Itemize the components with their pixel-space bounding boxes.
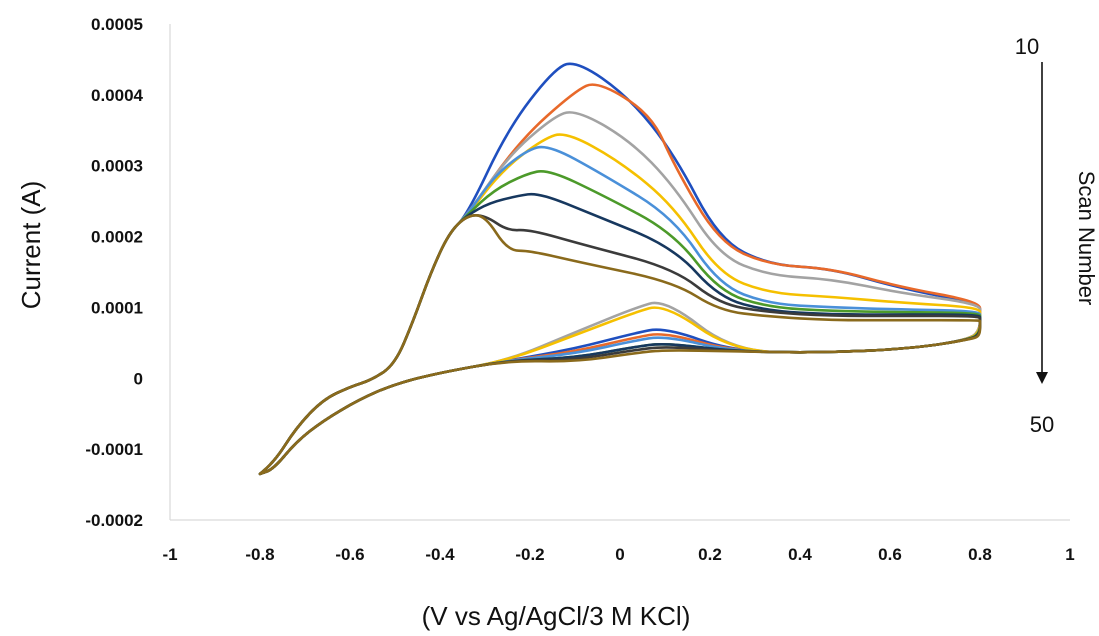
cv-series-line (258, 170, 982, 476)
cv-series-line (258, 192, 982, 476)
x-tick-label: 1 (1065, 545, 1074, 564)
y-tick-label: 0.0005 (91, 15, 143, 34)
x-tick-label: 0.6 (878, 545, 902, 564)
arrow-head-icon (1036, 372, 1048, 384)
y-tick-label: -0.0002 (85, 511, 143, 530)
y-tick-label: -0.0001 (85, 440, 143, 459)
x-tick-label: -1 (162, 545, 177, 564)
y-tick-label: 0.0001 (91, 298, 143, 317)
y-axis-title: Current (A) (16, 181, 46, 310)
scan-number-annotation: 10 50 Scan Number (1015, 34, 1099, 437)
x-tick-label: -0.2 (515, 545, 544, 564)
cv-series-line (258, 83, 982, 476)
x-tick-label: 0 (615, 545, 624, 564)
cv-series-line (258, 214, 982, 476)
scan-end-label: 50 (1030, 412, 1054, 437)
scan-start-label: 10 (1015, 34, 1039, 59)
x-tick-label: 0.2 (698, 545, 722, 564)
x-tick-label: 0.4 (788, 545, 812, 564)
x-tick-labels: -1 -0.8 -0.6 -0.4 -0.2 0 0.2 0.4 0.6 0.8 1 (162, 545, 1074, 564)
y-tick-label: 0.0002 (91, 228, 143, 247)
y-tick-labels: 0.0005 0.0004 0.0003 0.0002 0.0001 0 -0.0001 -0… (85, 15, 143, 530)
cv-series-line (258, 111, 982, 476)
x-axis-title: (V vs Ag/AgCl/3 M KCl) (422, 601, 691, 631)
x-tick-label: -0.6 (335, 545, 364, 564)
y-tick-label: 0.0003 (91, 157, 143, 176)
y-tick-label: 0.0004 (91, 86, 144, 105)
x-tick-label: -0.8 (245, 545, 274, 564)
cv-series-group (258, 62, 982, 476)
x-tick-label: -0.4 (425, 545, 455, 564)
y-tick-label: 0 (134, 369, 143, 388)
scan-number-label: Scan Number (1074, 171, 1099, 306)
cv-series-line (258, 62, 982, 476)
x-tick-label: 0.8 (968, 545, 992, 564)
